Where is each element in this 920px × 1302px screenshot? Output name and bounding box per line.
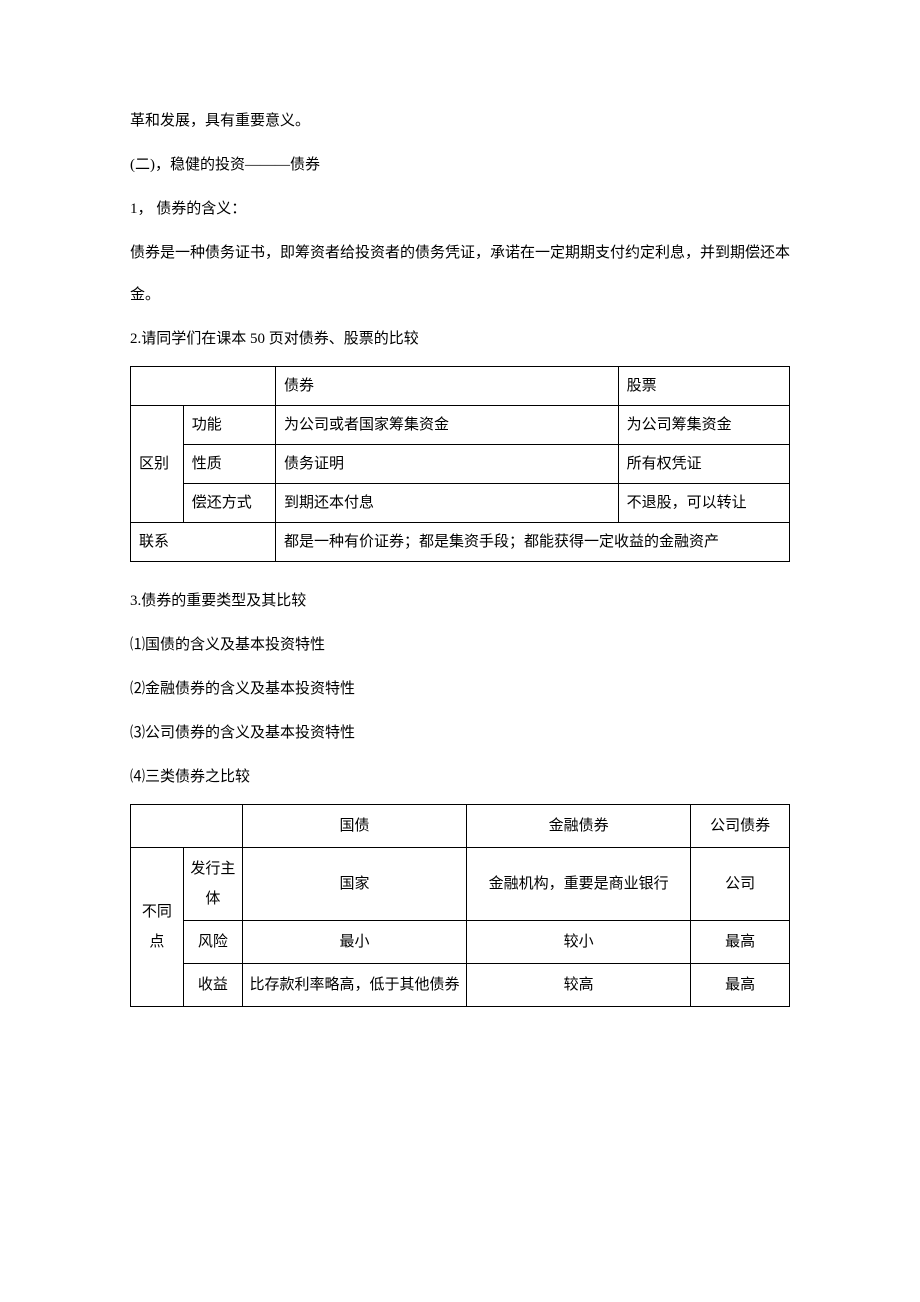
- table-cell: 公司: [691, 848, 790, 921]
- table-header-cell: [131, 805, 243, 848]
- table-cell: 发行主体: [183, 848, 242, 921]
- table-header-cell: 国债: [243, 805, 467, 848]
- table-cell: 收益: [183, 964, 242, 1007]
- list-item-heading: 3.债券的重要类型及其比较: [130, 580, 790, 622]
- paragraph: 革和发展，具有重要意义。: [130, 100, 790, 142]
- table-row: 收益 比存款利率略高，低于其他债券 较高 最高: [131, 964, 790, 1007]
- table-cell: 都是一种有价证券；都是集资手段；都能获得一定收益的金融资产: [275, 523, 789, 562]
- table-row-label: 区别: [131, 406, 184, 523]
- list-item: ⑴国债的含义及基本投资特性: [130, 624, 790, 666]
- table-cell: 风险: [183, 921, 242, 964]
- list-item-heading: 2.请同学们在课本 50 页对债券、股票的比较: [130, 318, 790, 360]
- list-item-heading: 1， 债券的含义：: [130, 188, 790, 230]
- table-cell: 最小: [243, 921, 467, 964]
- table-cell: 比存款利率略高，低于其他债券: [243, 964, 467, 1007]
- table-header-cell: 金融债券: [467, 805, 691, 848]
- bond-stock-comparison-table: 债券 股票 区别 功能 为公司或者国家筹集资金 为公司筹集资金 性质 债务证明 …: [130, 366, 790, 562]
- table-cell: 金融机构，重要是商业银行: [467, 848, 691, 921]
- table-cell: 最高: [691, 921, 790, 964]
- table-cell: 不退股，可以转让: [618, 484, 789, 523]
- paragraph: 债券是一种债务证书，即筹资者给投资者的债务凭证，承诺在一定期期支付约定利息，并到…: [130, 232, 790, 316]
- table-header-cell: 公司债券: [691, 805, 790, 848]
- table-cell: 最高: [691, 964, 790, 1007]
- table-cell: 所有权凭证: [618, 445, 789, 484]
- table-cell: 债务证明: [275, 445, 618, 484]
- table-cell: 为公司筹集资金: [618, 406, 789, 445]
- table-row-label: 联系: [131, 523, 276, 562]
- table-row: 区别 功能 为公司或者国家筹集资金 为公司筹集资金: [131, 406, 790, 445]
- table-row: 性质 债务证明 所有权凭证: [131, 445, 790, 484]
- table-header-row: 国债 金融债券 公司债券: [131, 805, 790, 848]
- list-item: ⑶公司债券的含义及基本投资特性: [130, 712, 790, 754]
- table-cell: 较小: [467, 921, 691, 964]
- table-header-cell: 股票: [618, 367, 789, 406]
- table-cell: 为公司或者国家筹集资金: [275, 406, 618, 445]
- table-cell: 到期还本付息: [275, 484, 618, 523]
- table-row-label: 不同点: [131, 848, 184, 1007]
- table-row: 不同点 发行主体 国家 金融机构，重要是商业银行 公司: [131, 848, 790, 921]
- document-page: 革和发展，具有重要意义。 (二)，稳健的投资———债券 1， 债券的含义： 债券…: [0, 0, 920, 1302]
- list-item: ⑷三类债券之比较: [130, 756, 790, 798]
- table-cell: 性质: [183, 445, 275, 484]
- table-row: 偿还方式 到期还本付息 不退股，可以转让: [131, 484, 790, 523]
- table-cell: 偿还方式: [183, 484, 275, 523]
- table-cell: 国家: [243, 848, 467, 921]
- list-item: ⑵金融债券的含义及基本投资特性: [130, 668, 790, 710]
- section-heading: (二)，稳健的投资———债券: [130, 144, 790, 186]
- table-header-cell: 债券: [275, 367, 618, 406]
- table-row: 风险 最小 较小 最高: [131, 921, 790, 964]
- table-cell: 功能: [183, 406, 275, 445]
- bond-types-comparison-table: 国债 金融债券 公司债券 不同点 发行主体 国家 金融机构，重要是商业银行 公司…: [130, 804, 790, 1007]
- table-header-row: 债券 股票: [131, 367, 790, 406]
- table-cell: 较高: [467, 964, 691, 1007]
- table-header-cell: [131, 367, 276, 406]
- table-footer-row: 联系 都是一种有价证券；都是集资手段；都能获得一定收益的金融资产: [131, 523, 790, 562]
